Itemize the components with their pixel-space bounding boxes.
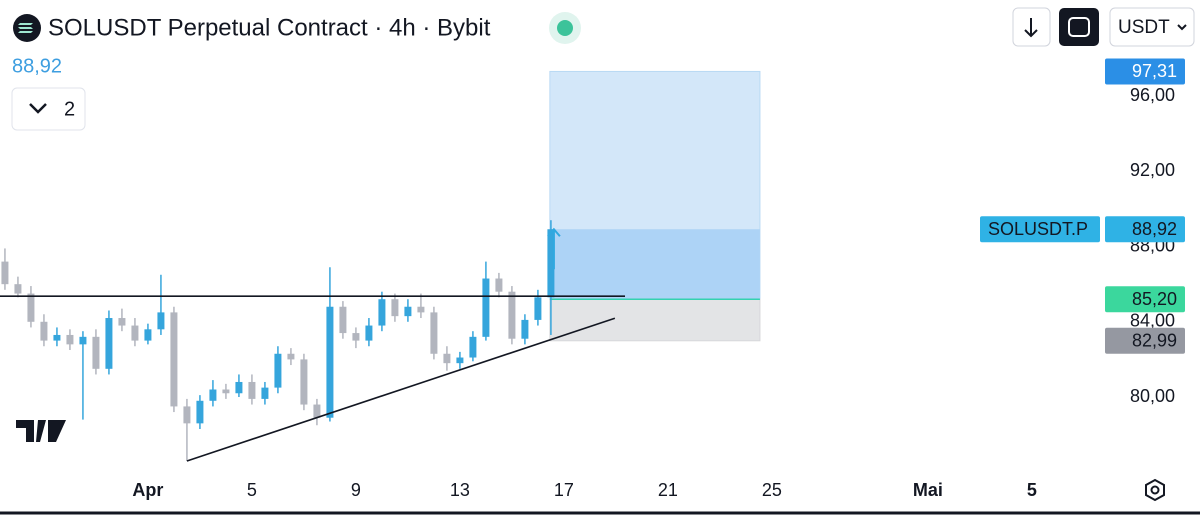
- fullscreen-icon: [1068, 17, 1090, 37]
- y-tick-label: 92,00: [1130, 160, 1175, 180]
- candle-body: [534, 297, 542, 320]
- stop-label: 82,99: [1132, 331, 1177, 351]
- indicators-toggle[interactable]: [11, 87, 86, 131]
- candle-body: [14, 284, 22, 294]
- entry-label: 85,20: [1132, 289, 1177, 309]
- candle-body: [248, 381, 256, 399]
- candle-body: [118, 318, 126, 326]
- x-tick-label: Apr: [132, 480, 163, 500]
- candle-body: [456, 357, 464, 364]
- candle-body: [365, 325, 373, 341]
- candle-body: [443, 353, 451, 364]
- stop-zone: [549, 298, 761, 342]
- plot-under: [549, 70, 761, 342]
- candle-body: [235, 381, 243, 394]
- title: SOLUSDT Perpetual Contract · 4h · Bybit: [48, 14, 491, 41]
- last-price-label: 88,92: [1132, 219, 1177, 239]
- open-profit-zone: [549, 229, 760, 300]
- candle-body: [391, 299, 399, 317]
- candle-body: [157, 312, 165, 330]
- indicators-count: 2: [64, 98, 75, 120]
- candle-body: [274, 353, 282, 388]
- candle-body: [482, 278, 490, 337]
- candle-body: [105, 318, 113, 369]
- x-tick-label: 9: [351, 480, 361, 500]
- candle-body: [287, 353, 295, 360]
- coin-glyph: [18, 23, 33, 33]
- chevron: [29, 103, 47, 114]
- x-tick-label: 17: [554, 480, 574, 500]
- candle-body: [352, 333, 360, 341]
- candle-body: [547, 229, 555, 298]
- candle-body: [53, 334, 61, 341]
- symbol-tag-bg: [980, 216, 1100, 243]
- target-label: 97,31: [1132, 61, 1177, 81]
- candle-body: [300, 359, 308, 405]
- x-tick-label: 13: [450, 480, 470, 500]
- drawn-line: [186, 317, 616, 462]
- symbol-tag: SOLUSDT.P: [988, 219, 1088, 239]
- candle-body: [430, 312, 438, 354]
- header: SOLUSDT Perpetual Contract · 4h · Bybit …: [11, 7, 1195, 131]
- x-tick-label: 5: [247, 480, 257, 500]
- header-price: 88,92: [12, 55, 62, 77]
- tv-mark: [16, 420, 66, 442]
- candle-body: [469, 336, 477, 358]
- candle-body: [131, 325, 139, 341]
- candle-body: [79, 336, 87, 345]
- candle-body: [417, 306, 425, 313]
- candle-body: [261, 387, 269, 399]
- settings-center: [1150, 485, 1160, 495]
- arrow-icon: [1024, 18, 1038, 38]
- x-tick-label: 21: [658, 480, 678, 500]
- stop-label-bg: [1105, 327, 1185, 354]
- fullscreen-button[interactable]: [1059, 8, 1099, 46]
- candle-body: [222, 389, 230, 394]
- candle-body: [313, 404, 321, 418]
- candle-body: [521, 319, 529, 339]
- currency-select[interactable]: [1109, 7, 1195, 47]
- price-arrow: [547, 227, 561, 270]
- candle-body: [404, 306, 412, 317]
- y-tick-label: 96,00: [1130, 85, 1175, 105]
- candle-body: [40, 321, 48, 341]
- candle-body: [378, 299, 386, 326]
- candle-body: [66, 334, 74, 345]
- currency: USDT: [1118, 17, 1170, 38]
- candle-body: [170, 312, 178, 407]
- last-price-label-bg: [1105, 216, 1185, 243]
- candle-body: [495, 278, 503, 292]
- entry-label-bg: [1105, 286, 1185, 313]
- candle-body: [27, 293, 35, 322]
- candle-body: [508, 291, 516, 339]
- candle-body: [326, 306, 334, 418]
- x-tick-label: 25: [762, 480, 782, 500]
- plot: [0, 220, 626, 462]
- y-tick-label: 80,00: [1130, 386, 1175, 406]
- x-tick-label: 5: [1027, 480, 1037, 500]
- x-tick-label: Mai: [913, 480, 943, 500]
- candle-body: [209, 389, 217, 401]
- chevron: [1177, 24, 1187, 31]
- y-tick-label: 84,00: [1130, 311, 1175, 331]
- candle-body: [196, 400, 204, 424]
- candle-body: [339, 306, 347, 334]
- target-label-bg: [1105, 58, 1185, 85]
- candle-body: [1, 261, 9, 285]
- tv-logo: [16, 420, 66, 442]
- candle-body: [183, 406, 191, 424]
- candle-body: [92, 336, 100, 369]
- status-dot: [557, 20, 573, 36]
- settings-button[interactable]: [1145, 478, 1165, 502]
- candle-body: [144, 329, 152, 341]
